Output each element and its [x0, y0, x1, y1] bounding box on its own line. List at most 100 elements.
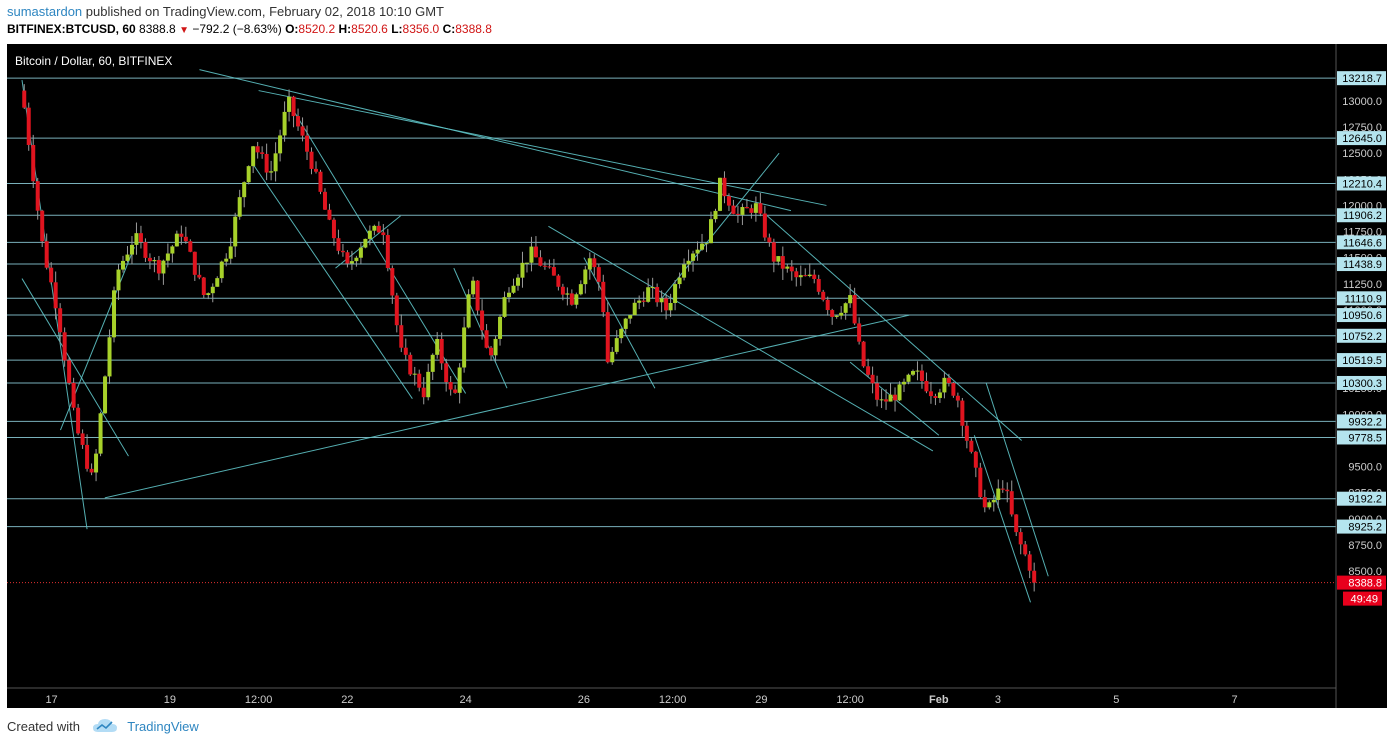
price-level-tag — [1337, 519, 1386, 534]
candle-body — [484, 330, 489, 348]
candle-body — [367, 230, 372, 239]
candle-body — [502, 297, 507, 317]
candle-body — [619, 328, 624, 339]
price-level-tag — [1337, 430, 1386, 445]
candle-body — [291, 96, 296, 117]
candle-body — [251, 146, 256, 167]
price-level-value: 13218.7 — [1342, 73, 1382, 85]
candle-body — [457, 367, 462, 393]
countdown-value: 49:49 — [1350, 594, 1378, 606]
candle-body — [637, 300, 642, 303]
candle-body — [538, 257, 543, 266]
x-tick-label: 19 — [164, 694, 176, 706]
price-level-tag — [1337, 491, 1386, 506]
trend-line — [258, 90, 827, 206]
trend-line — [985, 382, 1049, 577]
candle-body — [85, 444, 90, 469]
candle-body — [691, 253, 696, 261]
candle-body — [44, 241, 49, 268]
candle-body — [305, 135, 310, 152]
candle-body — [524, 262, 529, 264]
close-value: 8388.8 — [455, 22, 492, 36]
candle-body — [776, 256, 781, 262]
price-level-tag — [1337, 328, 1386, 343]
price-level-tag — [1337, 291, 1386, 306]
candle-body — [439, 338, 444, 364]
high-value: 8520.6 — [351, 22, 388, 36]
candle-body — [143, 242, 148, 258]
x-tick-label: 12:00 — [245, 694, 273, 706]
candle-body — [1018, 532, 1023, 545]
symbol-label: BITFINEX:BTCUSD, 60 — [7, 22, 136, 36]
candle-body — [260, 152, 265, 154]
candle-body — [753, 203, 758, 213]
trend-line — [973, 435, 1031, 603]
published-text: published on TradingView.com, February 0… — [85, 4, 444, 19]
candle-body — [430, 354, 435, 372]
candle-body — [610, 351, 615, 363]
x-tick-label: 3 — [995, 694, 1001, 706]
candle-body — [726, 196, 731, 206]
candle-body — [583, 269, 588, 285]
candle-body — [228, 246, 233, 259]
candle-body — [188, 241, 193, 252]
candle-body — [542, 265, 547, 267]
candle-body — [605, 312, 610, 363]
candle-body — [628, 315, 633, 319]
price-level-value: 12210.4 — [1342, 178, 1382, 190]
down-triangle-icon: ▼ — [179, 25, 189, 36]
x-tick-label: 22 — [341, 694, 353, 706]
price-level-tag — [1337, 208, 1386, 223]
candle-body — [98, 413, 103, 454]
tradingview-link[interactable]: TradingView — [127, 719, 199, 734]
y-tick-label: 13000.0 — [1342, 96, 1382, 108]
candle-body — [390, 268, 395, 296]
x-tick-label: 12:00 — [659, 694, 687, 706]
author-link[interactable]: sumastardon — [7, 4, 83, 19]
candle-body — [300, 126, 305, 136]
candle-body — [744, 207, 749, 209]
candle-body — [884, 399, 889, 402]
candle-body — [866, 366, 871, 375]
price-level-tag — [1337, 235, 1386, 250]
candle-body — [493, 338, 498, 356]
candle-body — [237, 197, 242, 217]
candle-body — [161, 260, 166, 274]
candle-body — [623, 318, 628, 329]
candle-body — [556, 275, 561, 287]
price-level-value: 10519.5 — [1342, 355, 1382, 367]
chart-header: sumastardon published on TradingView.com… — [0, 0, 1394, 44]
candle-body — [996, 488, 1001, 500]
candle-body — [201, 277, 206, 296]
trend-line — [21, 278, 129, 457]
y-tick-label: 9500.0 — [1348, 462, 1382, 474]
candle-body — [138, 233, 143, 243]
x-tick-label: 29 — [755, 694, 767, 706]
candle-body — [31, 144, 36, 182]
candle-body — [946, 377, 951, 384]
last-price-label: 8388.8 — [139, 22, 176, 36]
candle-body — [686, 260, 691, 265]
candle-body — [677, 277, 682, 285]
candle-body — [722, 177, 727, 197]
candle-body — [641, 300, 646, 302]
candle-body — [120, 260, 125, 270]
candle-body — [955, 395, 960, 401]
candle-body — [807, 274, 812, 277]
x-tick-label: 5 — [1113, 694, 1119, 706]
candle-body — [614, 338, 619, 352]
candle-body — [219, 261, 224, 279]
price-level-tag — [1337, 257, 1386, 272]
trend-line — [199, 69, 792, 212]
candle-body — [740, 207, 745, 215]
candle-body — [183, 236, 188, 242]
candle-body — [771, 242, 776, 262]
price-level-value: 10300.3 — [1342, 378, 1382, 390]
candle-body — [632, 302, 637, 316]
price-level-tag — [1337, 176, 1386, 191]
candle-body — [780, 256, 785, 269]
candle-body — [327, 209, 332, 220]
candle-body — [340, 250, 345, 253]
candle-body — [839, 312, 844, 316]
